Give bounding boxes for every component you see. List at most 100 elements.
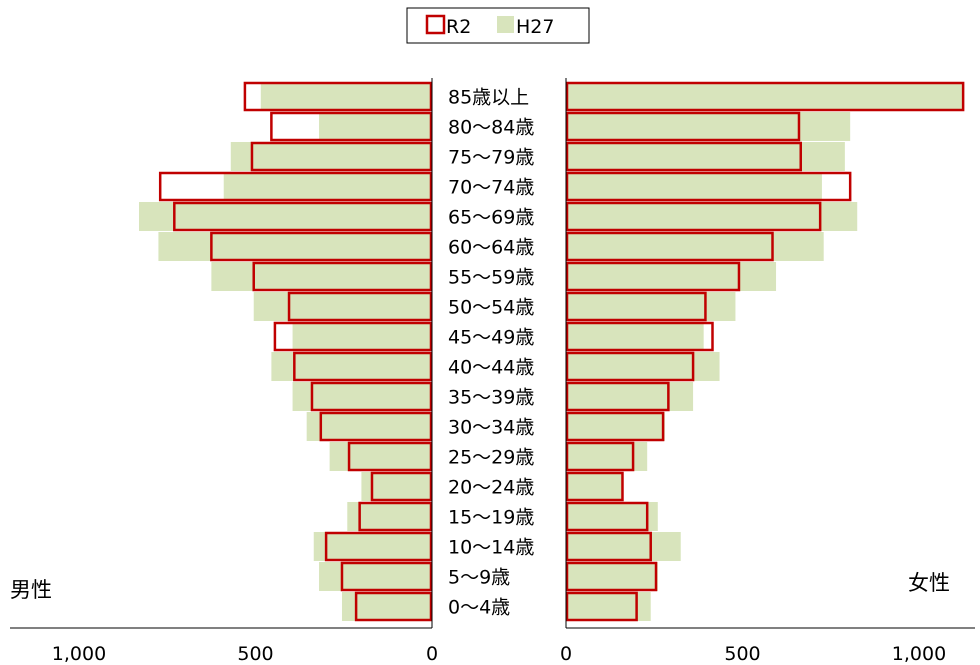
bars-layer xyxy=(139,81,965,622)
bar-h27-female xyxy=(566,322,704,351)
female-x-tick-label: 500 xyxy=(724,643,760,665)
bar-h27-female xyxy=(566,352,720,381)
age-group-label: 10～14歳 xyxy=(448,537,534,559)
age-group-label: 80～84歳 xyxy=(448,117,534,139)
legend-label-r2: R2 xyxy=(446,16,471,38)
bar-h27-male xyxy=(306,412,432,441)
bar-r2-male xyxy=(252,261,433,292)
bar-r2-female xyxy=(565,441,635,472)
bar-r2-male xyxy=(354,591,433,622)
bar-r2-male xyxy=(324,531,433,562)
age-group-label: 40～44歳 xyxy=(448,357,534,379)
legend-swatch-h27 xyxy=(497,16,514,33)
bar-r2-female xyxy=(565,351,695,382)
bar-h27-female xyxy=(566,562,658,591)
bar-r2-male xyxy=(273,321,433,352)
age-group-labels: 85歳以上 80～84歳 75～79歳 70～74歳 65～69歳 60～64歳 55～59… xyxy=(448,87,534,619)
bar-r2-female xyxy=(565,261,741,292)
age-group-label: 45～49歳 xyxy=(448,327,534,349)
bar-h27-male xyxy=(319,112,432,141)
male-x-tick-label: 500 xyxy=(237,643,273,665)
bar-h27-male xyxy=(292,382,432,411)
bar-h27-male xyxy=(158,232,433,261)
bar-h27-male xyxy=(313,532,432,561)
bar-r2-female xyxy=(565,471,624,502)
bar-h27-male xyxy=(319,562,432,591)
bar-r2-male xyxy=(250,141,433,172)
age-group-label: 20～24歳 xyxy=(448,477,534,499)
bar-h27-male xyxy=(329,442,432,471)
bar-h27-male xyxy=(211,262,432,291)
bar-h27-female xyxy=(566,472,623,501)
age-group-label: 55～59歳 xyxy=(448,267,534,289)
bar-h27-male xyxy=(230,142,432,171)
age-group-label: 5～9歳 xyxy=(448,567,510,589)
age-group-label: 85歳以上 xyxy=(448,87,529,109)
bar-r2-male xyxy=(358,501,433,532)
bar-r2-female xyxy=(565,561,658,592)
female-x-tick-label: 1,000 xyxy=(892,643,946,665)
bar-h27-male xyxy=(292,322,432,351)
bar-h27-female xyxy=(566,412,665,441)
bar-h27-female xyxy=(566,262,777,291)
age-group-label: 50～54歳 xyxy=(448,297,534,319)
bar-h27-male xyxy=(253,292,432,321)
bar-h27-male xyxy=(139,202,432,231)
bar-r2-male xyxy=(270,111,433,142)
bar-h27-female xyxy=(566,232,824,261)
age-group-label: 75～79歳 xyxy=(448,147,534,169)
bar-r2-female xyxy=(565,591,638,622)
bar-h27-female xyxy=(566,502,658,531)
age-group-label: 65～69歳 xyxy=(448,207,534,229)
age-group-label: 0～4歳 xyxy=(448,597,510,619)
bar-h27-male xyxy=(223,172,432,201)
female-side-label: 女性 xyxy=(908,571,950,595)
bar-r2-male xyxy=(310,381,433,412)
bar-h27-female xyxy=(566,142,845,171)
age-group-label: 25～29歳 xyxy=(448,447,534,469)
bar-r2-male xyxy=(319,411,433,442)
bar-r2-female xyxy=(565,231,774,262)
age-group-label: 60～64歳 xyxy=(448,237,534,259)
bar-r2-female xyxy=(565,381,670,412)
bar-r2-male xyxy=(293,351,433,382)
bar-h27-female xyxy=(566,382,694,411)
age-group-label: 35～39歳 xyxy=(448,387,534,409)
age-group-label: 30～34歳 xyxy=(448,417,534,439)
bar-r2-female xyxy=(565,501,649,532)
bar-h27-female xyxy=(566,172,822,201)
bar-h27-female xyxy=(566,82,964,111)
bar-r2-female xyxy=(565,531,652,562)
bar-h27-male xyxy=(260,82,432,111)
bar-h27-female xyxy=(566,442,648,471)
bar-r2-male xyxy=(287,291,433,322)
female-x-tick-label: 0 xyxy=(560,643,572,665)
bar-r2-male xyxy=(158,171,433,202)
axes: 0 0 500 500 1,000 1,000 xyxy=(10,78,975,665)
bar-r2-male xyxy=(210,231,433,262)
bar-r2-female xyxy=(565,201,822,232)
bar-r2-female xyxy=(565,321,714,352)
male-x-tick-label: 0 xyxy=(426,643,438,665)
bar-r2-male xyxy=(347,441,433,472)
age-group-label: 15～19歳 xyxy=(448,507,534,529)
legend-swatch-r2 xyxy=(425,14,446,35)
bar-h27-female xyxy=(566,202,858,231)
bar-r2-female xyxy=(565,291,707,322)
bar-h27-female xyxy=(566,292,736,321)
bar-r2-female xyxy=(565,81,965,112)
bar-r2-male xyxy=(340,561,433,592)
legend-label-h27: H27 xyxy=(516,16,554,38)
bar-h27-female xyxy=(566,112,851,141)
age-group-label: 70～74歳 xyxy=(448,177,534,199)
bar-h27-female xyxy=(566,532,681,561)
bar-r2-male xyxy=(243,81,433,112)
bar-h27-male xyxy=(271,352,432,381)
bar-r2-female xyxy=(565,111,801,142)
bar-r2-female xyxy=(565,171,852,202)
bar-r2-male xyxy=(370,471,433,502)
bar-r2-female xyxy=(565,411,665,442)
male-side-label: 男性 xyxy=(10,578,52,602)
bar-r2-female xyxy=(565,141,802,172)
